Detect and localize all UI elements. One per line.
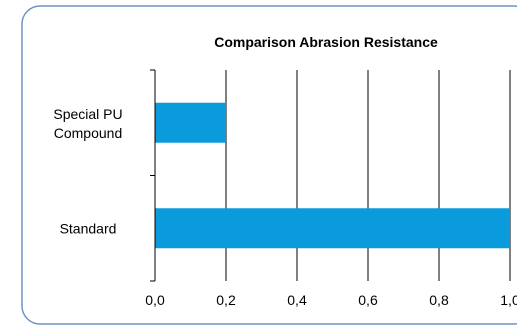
y-category-label: Standard [60, 220, 117, 236]
chart-border [21, 5, 517, 325]
bar [155, 102, 226, 143]
bars [155, 102, 510, 249]
axes [150, 69, 156, 282]
x-tick-label: 0,4 [287, 292, 307, 308]
x-tick-label: 0,8 [429, 292, 449, 308]
bar [155, 208, 510, 249]
chart-title: Comparison Abrasion Resistance [214, 34, 438, 50]
y-category-label: Special PU Compound [53, 106, 122, 141]
x-tick-label: 0,2 [216, 292, 236, 308]
x-tick-label: 0,6 [358, 292, 378, 308]
x-tick-label: 0,0 [145, 292, 165, 308]
x-tick-label: 1,0 [500, 292, 517, 308]
labels: 0,0 0,2 0,4 0,6 0,8 1,0 Special PU Compound Stan… [53, 106, 517, 308]
